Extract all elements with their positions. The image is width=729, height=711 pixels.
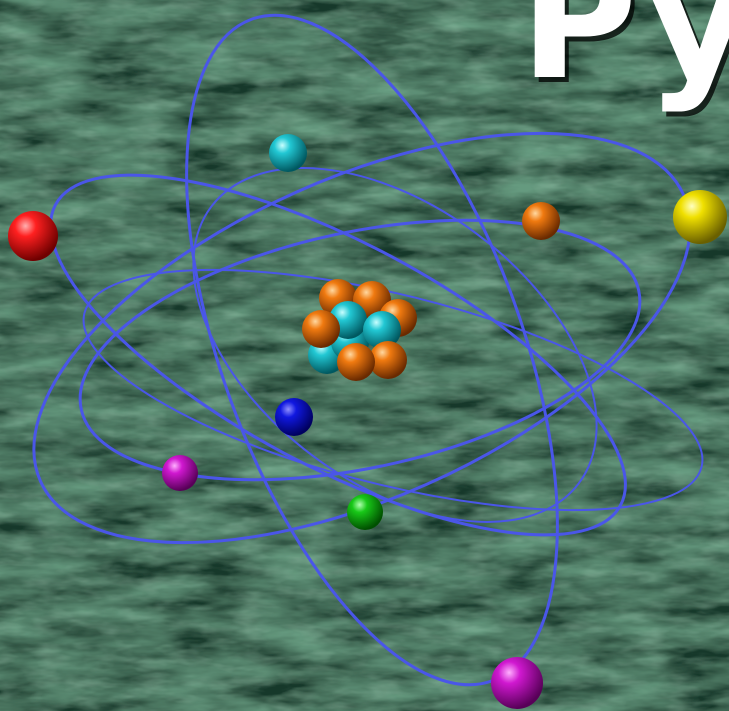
electron-yellow <box>673 190 727 244</box>
electron-cyan <box>269 134 307 172</box>
title-text-fragment: Py <box>520 0 729 115</box>
nucleus <box>302 279 417 381</box>
electron-green <box>347 494 383 530</box>
electrons <box>8 134 727 709</box>
orbit-inner-horizontal <box>78 218 642 482</box>
orbit-magenta-wide <box>82 268 704 512</box>
electron-magenta-large <box>491 657 543 709</box>
electron-blue <box>275 398 313 436</box>
orbit-red-to-green <box>49 173 627 537</box>
electron-magenta-small <box>162 455 198 491</box>
orbit-wide-tilted <box>32 131 692 545</box>
electron-orange <box>522 202 560 240</box>
electron-red <box>8 211 58 261</box>
orbit-cyan-loop <box>192 167 598 523</box>
